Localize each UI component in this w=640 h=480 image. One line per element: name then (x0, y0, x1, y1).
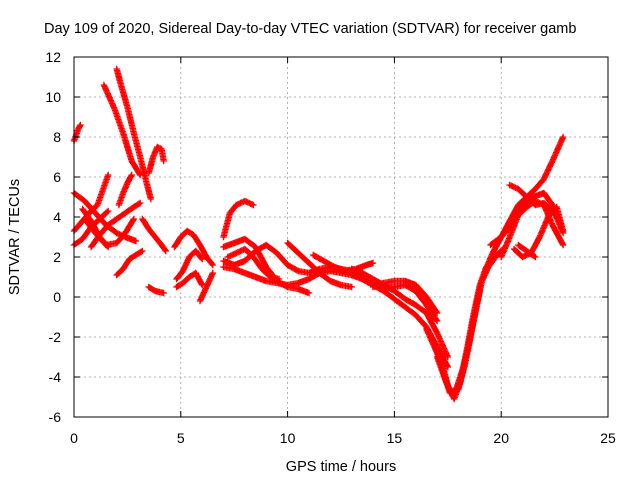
y-tick-label: 8 (53, 129, 61, 145)
y-tick-label: 6 (53, 169, 61, 185)
series-trace-19 (220, 197, 257, 241)
x-tick-label: 25 (600, 430, 616, 446)
data-marker (498, 197, 567, 261)
series-trace-9 (100, 81, 144, 179)
y-tick-label: 4 (53, 209, 61, 225)
y-tick-label: -6 (49, 409, 62, 425)
data-marker (145, 143, 167, 177)
plot-frame (73, 56, 609, 418)
data-marker (515, 241, 539, 261)
data-marker (100, 81, 144, 179)
data-marker (173, 269, 206, 291)
y-tick-label: -2 (49, 329, 62, 345)
data-marker (369, 277, 441, 317)
data-marker (224, 245, 283, 283)
series-trace-28 (359, 275, 441, 325)
data-marker (115, 171, 135, 209)
axis-ticks (73, 56, 609, 418)
series-trace-38 (515, 241, 539, 261)
series-trace-23 (224, 245, 283, 283)
x-tick-label: 20 (493, 430, 509, 446)
y-tick-label: 10 (45, 89, 61, 105)
data-marker (220, 197, 257, 241)
series-trace-13 (139, 215, 169, 255)
series-trace-29 (369, 277, 441, 317)
data-marker (171, 227, 216, 269)
series-trace-35 (498, 197, 567, 261)
x-tick-label: 10 (280, 430, 296, 446)
data-marker (70, 121, 84, 145)
series-trace-18 (196, 269, 216, 305)
y-tick-label: 2 (53, 249, 61, 265)
y-tick-labels: -6 -4 -2 0 2 4 6 8 10 12 (45, 49, 61, 425)
data-marker (196, 269, 216, 305)
x-tick-label: 15 (387, 430, 403, 446)
data-marker (173, 247, 206, 283)
series-trace-10 (113, 65, 155, 203)
series-trace-24 (284, 239, 355, 291)
data-marker (113, 65, 155, 203)
x-tick-label: 0 (70, 430, 78, 446)
x-tick-labels: 0 5 10 15 20 25 (70, 430, 616, 446)
series-trace-14 (145, 283, 167, 297)
data-points (70, 65, 567, 403)
series-trace-12 (145, 143, 167, 177)
series-trace-8 (113, 247, 146, 279)
data-marker (113, 247, 146, 279)
data-marker (79, 205, 112, 251)
y-tick-label: 12 (45, 49, 61, 65)
data-marker (139, 215, 169, 255)
data-marker (284, 239, 355, 291)
y-tick-label: 0 (53, 289, 61, 305)
series-trace-17 (173, 269, 206, 291)
series-trace-11 (115, 171, 135, 209)
y-axis-label: SDTVAR / TECUs (7, 179, 23, 295)
data-marker (359, 275, 441, 325)
x-axis-label: GPS time / hours (286, 459, 396, 475)
series-trace-15 (171, 227, 216, 269)
x-tick-label: 5 (177, 430, 185, 446)
series-trace-32 (433, 287, 483, 399)
chart-title: Day 109 of 2020, Sidereal Day-to-day VTE… (44, 21, 576, 37)
series-trace-16 (173, 247, 206, 283)
series-trace-1 (70, 121, 84, 145)
series-trace-7 (79, 205, 112, 251)
data-marker (433, 287, 483, 399)
data-marker (145, 283, 167, 297)
y-tick-label: -4 (49, 369, 62, 385)
